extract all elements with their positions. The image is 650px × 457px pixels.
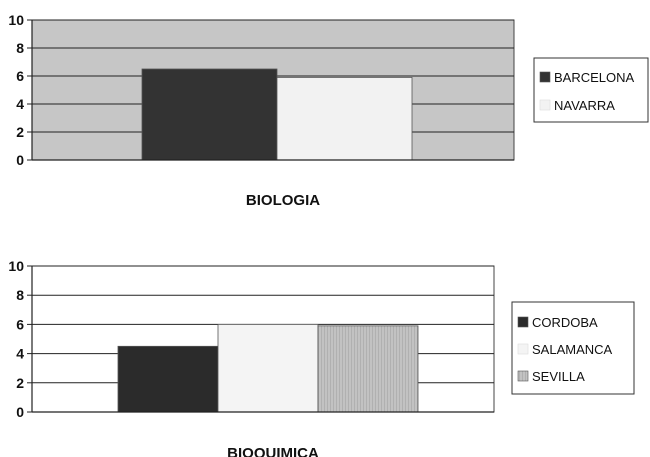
chart1-legend-label-navarra: NAVARRA [554,98,615,113]
chart1-y-tick-label: 8 [16,40,24,56]
chart2-legend [511,301,635,395]
chart2-legend-label-sevilla: SEVILLA [532,369,585,384]
chart1-y-tick-label: 4 [16,96,24,112]
chart1-y-tick-label: 10 [8,12,24,28]
chart2-bar-salamanca [217,323,319,413]
chart1-y-tick-label: 0 [16,152,24,168]
chart2-bar-sevilla [317,325,419,413]
chart2-legend-label-salamanca: SALAMANCA [532,342,613,357]
chart1-legend-swatch-navarra [539,99,551,111]
chart1-bar-navarra [276,77,413,161]
chart1-y-tick-label: 2 [16,124,24,140]
chart2-y-tick-label: 4 [16,346,24,362]
chart2-bar-cordoba [117,345,219,413]
chart2-legend-swatch-salamanca [517,343,529,355]
chart1-bar-barcelona [141,68,278,161]
chart2-y-tick-label: 10 [8,258,24,274]
chart2-y-tick-label: 8 [16,287,24,303]
chart1-legend [533,57,649,123]
chart2-legend-swatch-sevilla [517,370,529,382]
chart2-legend-label-cordoba: CORDOBA [532,315,598,330]
chart1-xlabel: BIOLOGIA [246,192,320,209]
chart1-legend-swatch-barcelona [539,71,551,83]
chart1-legend-label-barcelona: BARCELONA [554,70,635,85]
chart2-y-tick-label: 2 [16,375,24,391]
chart1-y-tick-label: 6 [16,68,24,84]
chart2-legend-swatch-cordoba [517,316,529,328]
chart2-y-tick-label: 0 [16,404,24,420]
chart2-y-tick-label: 6 [16,316,24,332]
chart2-xlabel: BIOQUIMICA [227,445,319,457]
